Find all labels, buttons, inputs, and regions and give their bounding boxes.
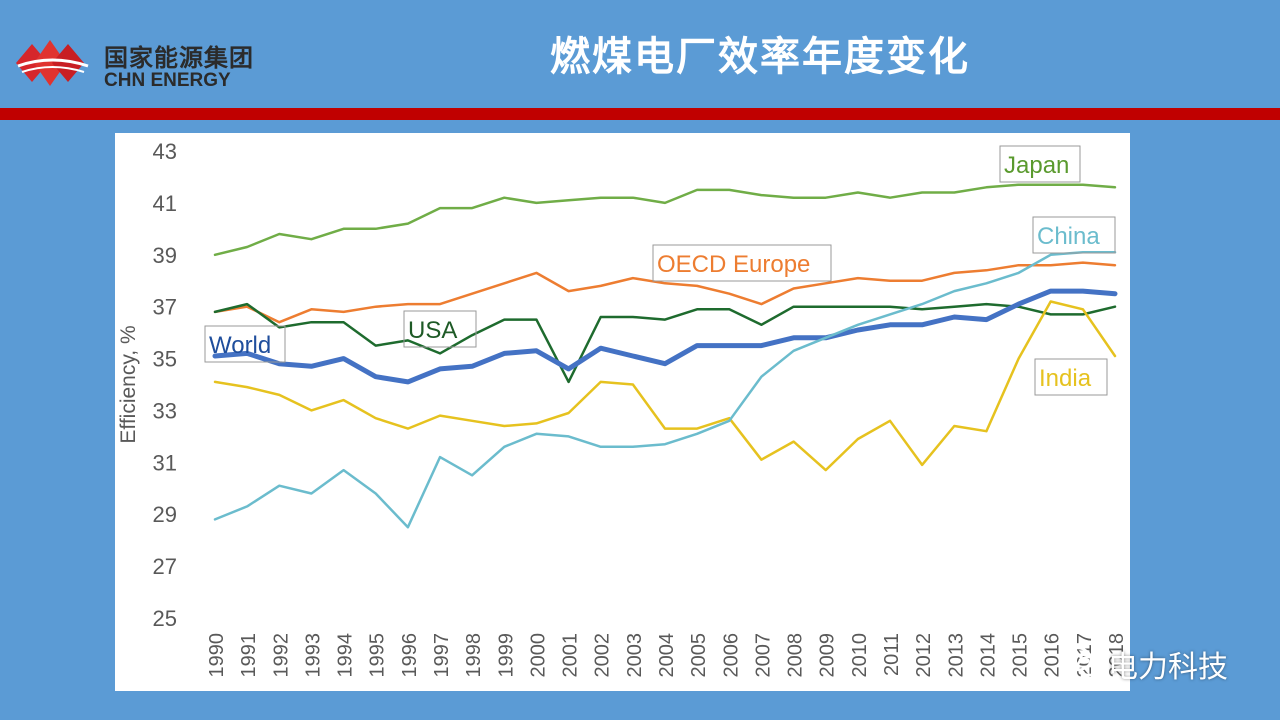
efficiency-line-chart: 25 27 29 31 33 35 37 39 41 43 Efficiency, % 1990 199… bbox=[117, 139, 1128, 678]
x-tick-label: 1992 bbox=[270, 633, 292, 678]
x-tick-label: 2004 bbox=[656, 633, 678, 678]
annotation-label-oecd-europe: OECD Europe bbox=[657, 251, 810, 278]
annotation-box-india bbox=[1034, 358, 1108, 396]
x-tick-label: 2011 bbox=[881, 633, 903, 676]
wechat-icon bbox=[1061, 646, 1102, 677]
x-tick-label: 1997 bbox=[431, 633, 453, 678]
x-tick-label: 2010 bbox=[849, 633, 871, 678]
x-tick-label: 2015 bbox=[1010, 633, 1032, 678]
x-tick-label: 1990 bbox=[206, 633, 228, 678]
y-tick-label: 41 bbox=[153, 191, 177, 216]
annotation-box-japan bbox=[999, 145, 1081, 183]
x-tick-label: 1995 bbox=[367, 633, 389, 678]
chn-energy-logo-icon bbox=[16, 40, 89, 86]
series-line-usa bbox=[213, 302, 1117, 384]
annotation-label-usa: USA bbox=[408, 317, 457, 344]
x-tick-label: 2005 bbox=[688, 633, 710, 678]
x-tick-label: 2018 bbox=[1106, 633, 1128, 678]
series-line-oecd-europe bbox=[213, 261, 1117, 324]
x-tick-label: 2012 bbox=[913, 633, 935, 678]
chart-panel: 25 27 29 31 33 35 37 39 41 43 Efficiency, % 1990 199… bbox=[115, 133, 1130, 691]
x-tick-label: 1998 bbox=[463, 633, 485, 678]
series-line-world bbox=[212, 288, 1118, 385]
x-tick-label: 2016 bbox=[1042, 633, 1064, 678]
x-tick-label: 2007 bbox=[752, 633, 774, 678]
company-logo: 国家能源集团 CHN ENERGY bbox=[12, 32, 282, 94]
x-tick-label: 2017 bbox=[1074, 633, 1096, 678]
annotation-box-oecd-europe bbox=[652, 244, 832, 282]
x-tick-label: 2014 bbox=[977, 633, 999, 678]
x-tick-label: 2001 bbox=[560, 633, 582, 678]
x-tick-label: 2009 bbox=[817, 633, 839, 678]
annotation-box-china bbox=[1032, 216, 1116, 254]
slide-header: 国家能源集团 CHN ENERGY 燃煤电厂效率年度变化 bbox=[0, 0, 1280, 108]
x-tick-label: 1996 bbox=[399, 633, 421, 678]
x-tick-label: 2003 bbox=[624, 633, 646, 678]
y-tick-label: 33 bbox=[153, 398, 177, 423]
y-tick-label: 39 bbox=[153, 243, 177, 268]
series-line-japan bbox=[213, 183, 1117, 257]
watermark-text: 电力科技 bbox=[1108, 650, 1228, 685]
slide-title: 燃煤电厂效率年度变化 bbox=[550, 34, 970, 80]
y-tick-label: 43 bbox=[153, 139, 177, 164]
x-tick-label: 2013 bbox=[945, 633, 967, 678]
annotation-box-world bbox=[204, 325, 286, 363]
x-tick-label: 1993 bbox=[302, 633, 324, 678]
y-tick-label: 27 bbox=[153, 554, 177, 579]
x-tick-label: 2008 bbox=[785, 633, 807, 678]
header-divider-bar bbox=[0, 108, 1280, 120]
y-tick-label: 25 bbox=[153, 606, 177, 631]
x-tick-label: 2002 bbox=[592, 633, 614, 678]
annotation-label-india: India bbox=[1039, 365, 1092, 392]
annotation-box-usa bbox=[403, 310, 477, 348]
x-tick-label: 1991 bbox=[238, 633, 260, 678]
y-tick-label: 37 bbox=[153, 295, 177, 320]
annotation-label-china: China bbox=[1037, 223, 1100, 250]
logo-english-name: CHN ENERGY bbox=[104, 70, 231, 91]
annotation-label-japan: Japan bbox=[1004, 152, 1069, 179]
series-line-india bbox=[213, 300, 1117, 472]
annotation-label-world: World bbox=[209, 332, 271, 359]
watermark: 电力科技 bbox=[1060, 638, 1260, 688]
series-line-china bbox=[213, 250, 1117, 529]
y-tick-label: 29 bbox=[153, 502, 177, 527]
x-tick-label: 2006 bbox=[720, 633, 742, 678]
logo-chinese-name: 国家能源集团 bbox=[104, 44, 254, 72]
x-tick-label: 1999 bbox=[495, 633, 517, 678]
y-axis-label: Efficiency, % bbox=[117, 325, 140, 443]
x-tick-label: 1994 bbox=[335, 633, 357, 678]
y-tick-label: 35 bbox=[153, 347, 177, 372]
x-tick-label: 2000 bbox=[527, 633, 549, 678]
y-tick-label: 31 bbox=[153, 450, 177, 475]
